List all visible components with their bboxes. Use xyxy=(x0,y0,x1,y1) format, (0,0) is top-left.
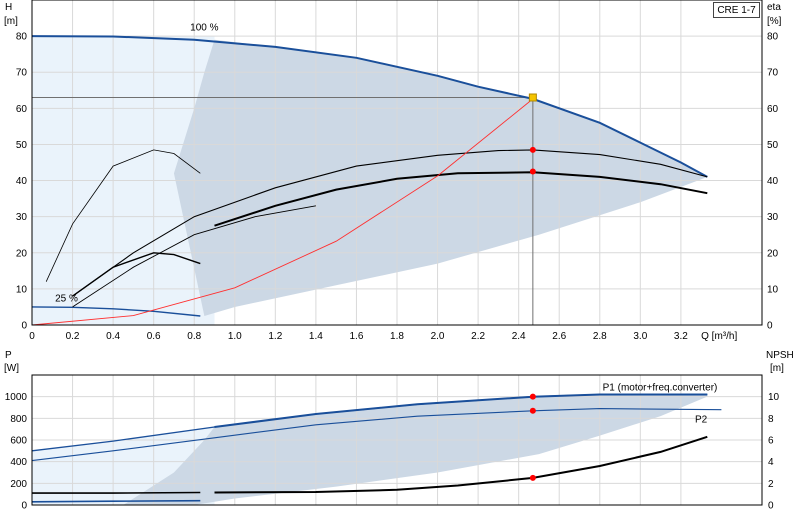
speed-annotation: 25 % xyxy=(55,294,78,305)
duty-point-marker xyxy=(528,93,537,102)
head-tick-label: 50 xyxy=(16,140,28,151)
npsh-tick-label: 2 xyxy=(768,479,774,490)
npsh-tick-label: 10 xyxy=(768,392,780,403)
head-curve-100 xyxy=(31,35,708,178)
head-tick-label: 0 xyxy=(21,321,27,332)
flow-tick-label: 3.0 xyxy=(633,331,647,342)
flow-tick-label: 0.4 xyxy=(106,331,120,342)
power-axis-unit: [W] xyxy=(4,363,19,374)
efficiency-duty-marker xyxy=(529,146,536,153)
npsh-axis-label: NPSH xyxy=(766,350,794,361)
npsh-axis-unit: [m] xyxy=(770,363,784,374)
p2-curve xyxy=(31,408,722,462)
p2-duty-marker xyxy=(529,407,536,414)
flow-tick-label: 2.6 xyxy=(552,331,566,342)
power-tick-label: 600 xyxy=(10,436,27,447)
eta-axis-unit: [%] xyxy=(767,16,782,27)
flow-tick-label: 1.8 xyxy=(390,331,404,342)
head-tick-label: 10 xyxy=(16,284,28,295)
npsh-tick-label: 8 xyxy=(768,414,774,425)
p1-duty-marker xyxy=(529,393,536,400)
eta-tick-label: 10 xyxy=(767,284,779,295)
head-tick-label: 40 xyxy=(16,176,28,187)
head-tick-label: 70 xyxy=(16,68,28,79)
bottom-plot-frame xyxy=(31,374,763,506)
power-tick-label: 400 xyxy=(10,457,27,468)
npsh-low-speed-curve xyxy=(32,491,201,494)
efficiency-curve xyxy=(214,171,708,227)
head-tick-label: 60 xyxy=(16,104,28,115)
p2-low-speed-curve xyxy=(31,499,201,503)
flow-tick-label: 2.0 xyxy=(431,331,445,342)
flow-tick-label: 1.0 xyxy=(228,331,242,342)
flow-tick-label: 0.8 xyxy=(187,331,201,342)
efficiency-motor-duty-marker xyxy=(529,168,536,175)
flow-axis-label: Q [m³/h] xyxy=(701,331,737,342)
npsh-curve xyxy=(214,435,708,494)
p1-curve-bold xyxy=(214,393,708,428)
head-axis-unit: [m] xyxy=(4,16,18,27)
eta-tick-label: 80 xyxy=(767,32,779,43)
eta-tick-label: 70 xyxy=(767,68,779,79)
efficiency-total-curve xyxy=(72,149,708,297)
flow-tick-label: 1.4 xyxy=(309,331,323,342)
efficiency-low-speed-total-curve xyxy=(45,149,201,282)
npsh-tick-label: 6 xyxy=(768,436,774,447)
head-tick-label: 80 xyxy=(16,32,28,43)
head-curve-25 xyxy=(31,306,201,317)
flow-tick-label: 2.2 xyxy=(471,331,485,342)
head-axis-label: H xyxy=(5,2,12,13)
bottom-operating-range xyxy=(123,394,708,505)
power-tick-label: 800 xyxy=(10,414,27,425)
eta-tick-label: 60 xyxy=(767,104,779,115)
flow-tick-label: 0.2 xyxy=(66,331,80,342)
head-tick-label: 30 xyxy=(16,212,28,223)
npsh-tick-label: 4 xyxy=(768,457,774,468)
top-plot-frame xyxy=(31,0,763,326)
flow-tick-label: 1.6 xyxy=(349,331,363,342)
eta-tick-label: 40 xyxy=(767,176,779,187)
eta-tick-label: 50 xyxy=(767,140,779,151)
head-tick-label: 20 xyxy=(16,248,28,259)
flow-tick-label: 1.2 xyxy=(268,331,282,342)
npsh-duty-marker xyxy=(529,474,536,481)
efficiency-lower-curve xyxy=(72,205,316,308)
flow-tick-label: 3.2 xyxy=(674,331,688,342)
pump-model-label: CRE 1-7 xyxy=(713,2,760,18)
power-tick-label: 200 xyxy=(10,479,27,490)
eta-tick-label: 20 xyxy=(767,248,779,259)
eta-axis-label: eta xyxy=(767,2,781,13)
eta-tick-label: 0 xyxy=(767,321,773,332)
efficiency-low-speed-curve xyxy=(72,252,201,297)
power-tick-label: 0 xyxy=(21,501,27,512)
flow-tick-label: 0 xyxy=(29,331,35,342)
flow-tick-label: 0.6 xyxy=(147,331,161,342)
eta-tick-label: 30 xyxy=(767,212,779,223)
npsh-tick-label: 0 xyxy=(768,501,774,512)
speed-annotation: 100 % xyxy=(190,23,218,34)
power-axis-label: P xyxy=(5,350,12,361)
flow-tick-label: 2.8 xyxy=(593,331,607,342)
system-curve xyxy=(31,98,534,326)
flow-tick-label: 2.4 xyxy=(512,331,526,342)
p2-legend-label: P2 xyxy=(695,414,708,425)
p1-legend-label: P1 (motor+freq.converter) xyxy=(603,382,718,393)
power-tick-label: 1000 xyxy=(5,392,28,403)
